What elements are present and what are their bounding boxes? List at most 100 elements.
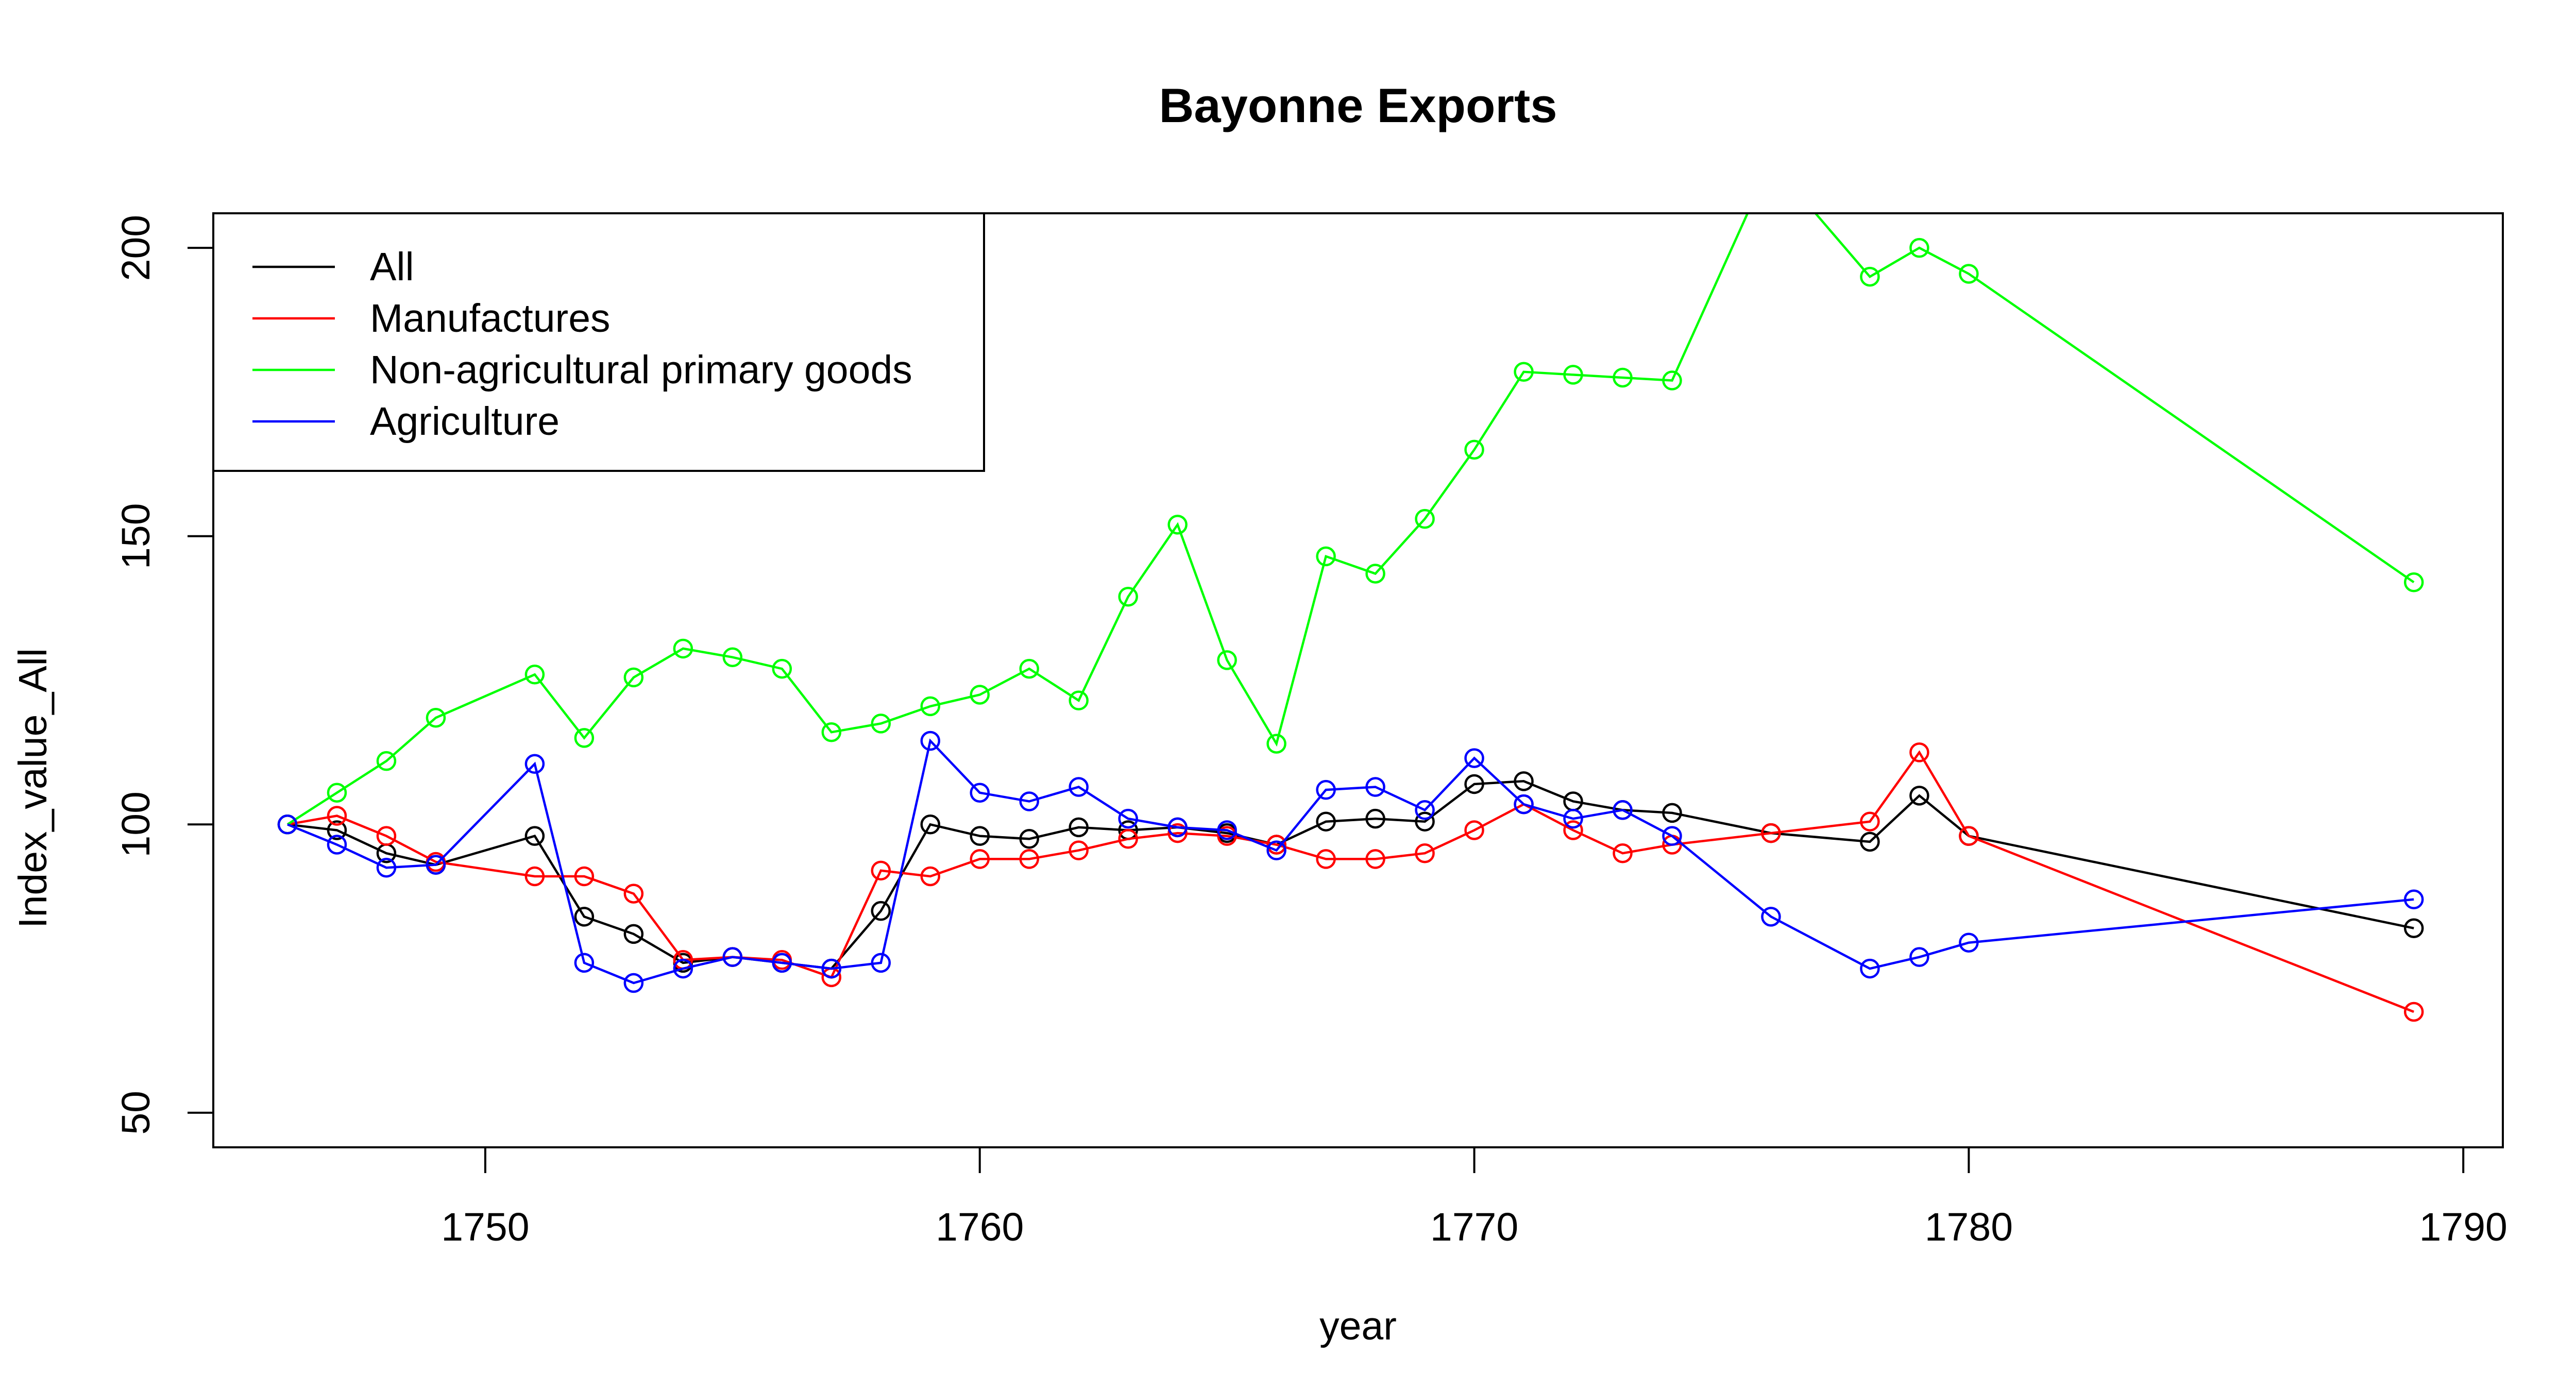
data-point-manufactures [1217,826,1237,846]
data-point-all [1860,832,1880,852]
data-point-non-agricultural-primary-goods [376,751,397,771]
data-point-agriculture [673,958,693,979]
data-point-manufactures [524,866,545,887]
data-point-manufactures [1316,849,1336,869]
series-agriculture [277,731,2424,993]
data-point-non-agricultural-primary-goods [327,783,347,803]
data-point-manufactures [1069,840,1089,860]
data-point-agriculture [1761,907,1781,927]
data-point-all [2403,918,2424,938]
data-point-agriculture [277,815,298,835]
data-point-all [327,820,347,840]
data-point-non-agricultural-primary-goods [1860,266,1880,287]
legend: All Manufactures Non-agricultural primary … [212,212,985,472]
data-point-non-agricultural-primary-goods [1365,564,1385,584]
data-point-manufactures [1118,829,1138,849]
data-point-agriculture [1464,748,1484,768]
data-point-non-agricultural-primary-goods [426,707,446,728]
data-point-non-agricultural-primary-goods [1613,367,1633,388]
data-point-manufactures [1019,849,1039,869]
series-line-all [287,780,2414,970]
data-point-all [1019,829,1039,849]
data-point-agriculture [1860,958,1880,979]
data-point-non-agricultural-primary-goods [1464,439,1484,460]
data-point-all [871,901,891,921]
data-point-manufactures [871,860,891,881]
data-point-agriculture [722,947,743,967]
data-point-non-agricultural-primary-goods [1217,650,1237,670]
data-point-manufactures [2403,1002,2424,1022]
data-point-manufactures [1266,835,1286,855]
series-line-agriculture [287,738,2414,985]
data-point-manufactures [1365,849,1385,869]
series-all [277,771,2424,979]
series-manufactures [277,742,2424,1022]
data-point-agriculture [1365,777,1385,797]
data-point-agriculture [574,953,595,973]
data-point-manufactures [1563,820,1583,840]
data-point-agriculture [1069,777,1089,797]
y-tick-label: 100 [114,791,158,857]
data-point-agriculture [1316,779,1336,800]
data-point-manufactures [1613,843,1633,863]
data-point-agriculture [1266,840,1286,860]
plot-frame [212,212,2504,1148]
data-point-non-agricultural-primary-goods [871,714,891,734]
data-point-non-agricultural-primary-goods [970,685,990,705]
legend-label: Manufactures [370,296,611,341]
data-point-agriculture [920,731,940,751]
data-point-non-agricultural-primary-goods [524,665,545,685]
data-point-agriculture [623,973,644,993]
legend-label: Agriculture [370,399,560,444]
data-point-manufactures [623,884,644,904]
series-layer [277,213,2424,1022]
series-line-manufactures [287,750,2415,1013]
data-point-manufactures [574,866,595,887]
x-tick-label: 1750 [441,1205,529,1249]
data-point-non-agricultural-primary-goods [1415,508,1435,529]
data-point-non-agricultural-primary-goods [1118,586,1138,607]
y-axis-label: Index_value_All [11,648,55,928]
data-point-all [1365,808,1385,829]
data-point-all [1316,811,1336,832]
data-point-non-agricultural-primary-goods [1167,515,1188,535]
data-point-non-agricultural-primary-goods [722,647,743,667]
y-tick-label: 50 [114,1091,158,1135]
data-point-agriculture [1019,791,1039,811]
chart-title: Bayonne Exports [1159,78,1557,132]
x-tick-label: 1790 [2419,1205,2507,1249]
data-point-non-agricultural-primary-goods [772,658,792,679]
data-point-agriculture [772,953,792,973]
data-point-non-agricultural-primary-goods [1069,690,1089,710]
data-point-manufactures [1415,843,1435,863]
data-point-all [920,815,940,835]
data-point-all [1662,803,1682,823]
data-point-non-agricultural-primary-goods [1019,658,1039,679]
data-point-agriculture [821,958,842,979]
data-point-agriculture [1613,800,1633,820]
data-point-all [1514,771,1534,791]
data-point-all [524,826,545,846]
data-point-non-agricultural-primary-goods [2403,572,2424,592]
y-tick-label: 150 [114,503,158,569]
data-point-all [1909,786,1929,806]
x-tick-label: 1760 [936,1205,1024,1249]
data-point-manufactures [327,806,347,826]
data-point-agriculture [2403,889,2424,910]
series-line-non-agricultural-primary-goods [286,213,2415,826]
data-point-manufactures [376,826,397,846]
data-point-non-agricultural-primary-goods [623,667,644,688]
data-point-manufactures [1464,820,1484,840]
data-point-manufactures [920,866,940,887]
legend-label: Non-agricultural primary goods [370,348,912,392]
data-point-all [574,907,595,927]
data-point-manufactures [1909,742,1929,762]
data-point-all [1069,817,1089,838]
data-point-non-agricultural-primary-goods [1316,546,1336,567]
x-tick-label: 1770 [1430,1205,1518,1249]
data-point-non-agricultural-primary-goods [920,696,940,717]
y-tick-label: 200 [114,215,158,281]
data-point-agriculture [1563,808,1583,829]
data-point-all [1415,811,1435,832]
